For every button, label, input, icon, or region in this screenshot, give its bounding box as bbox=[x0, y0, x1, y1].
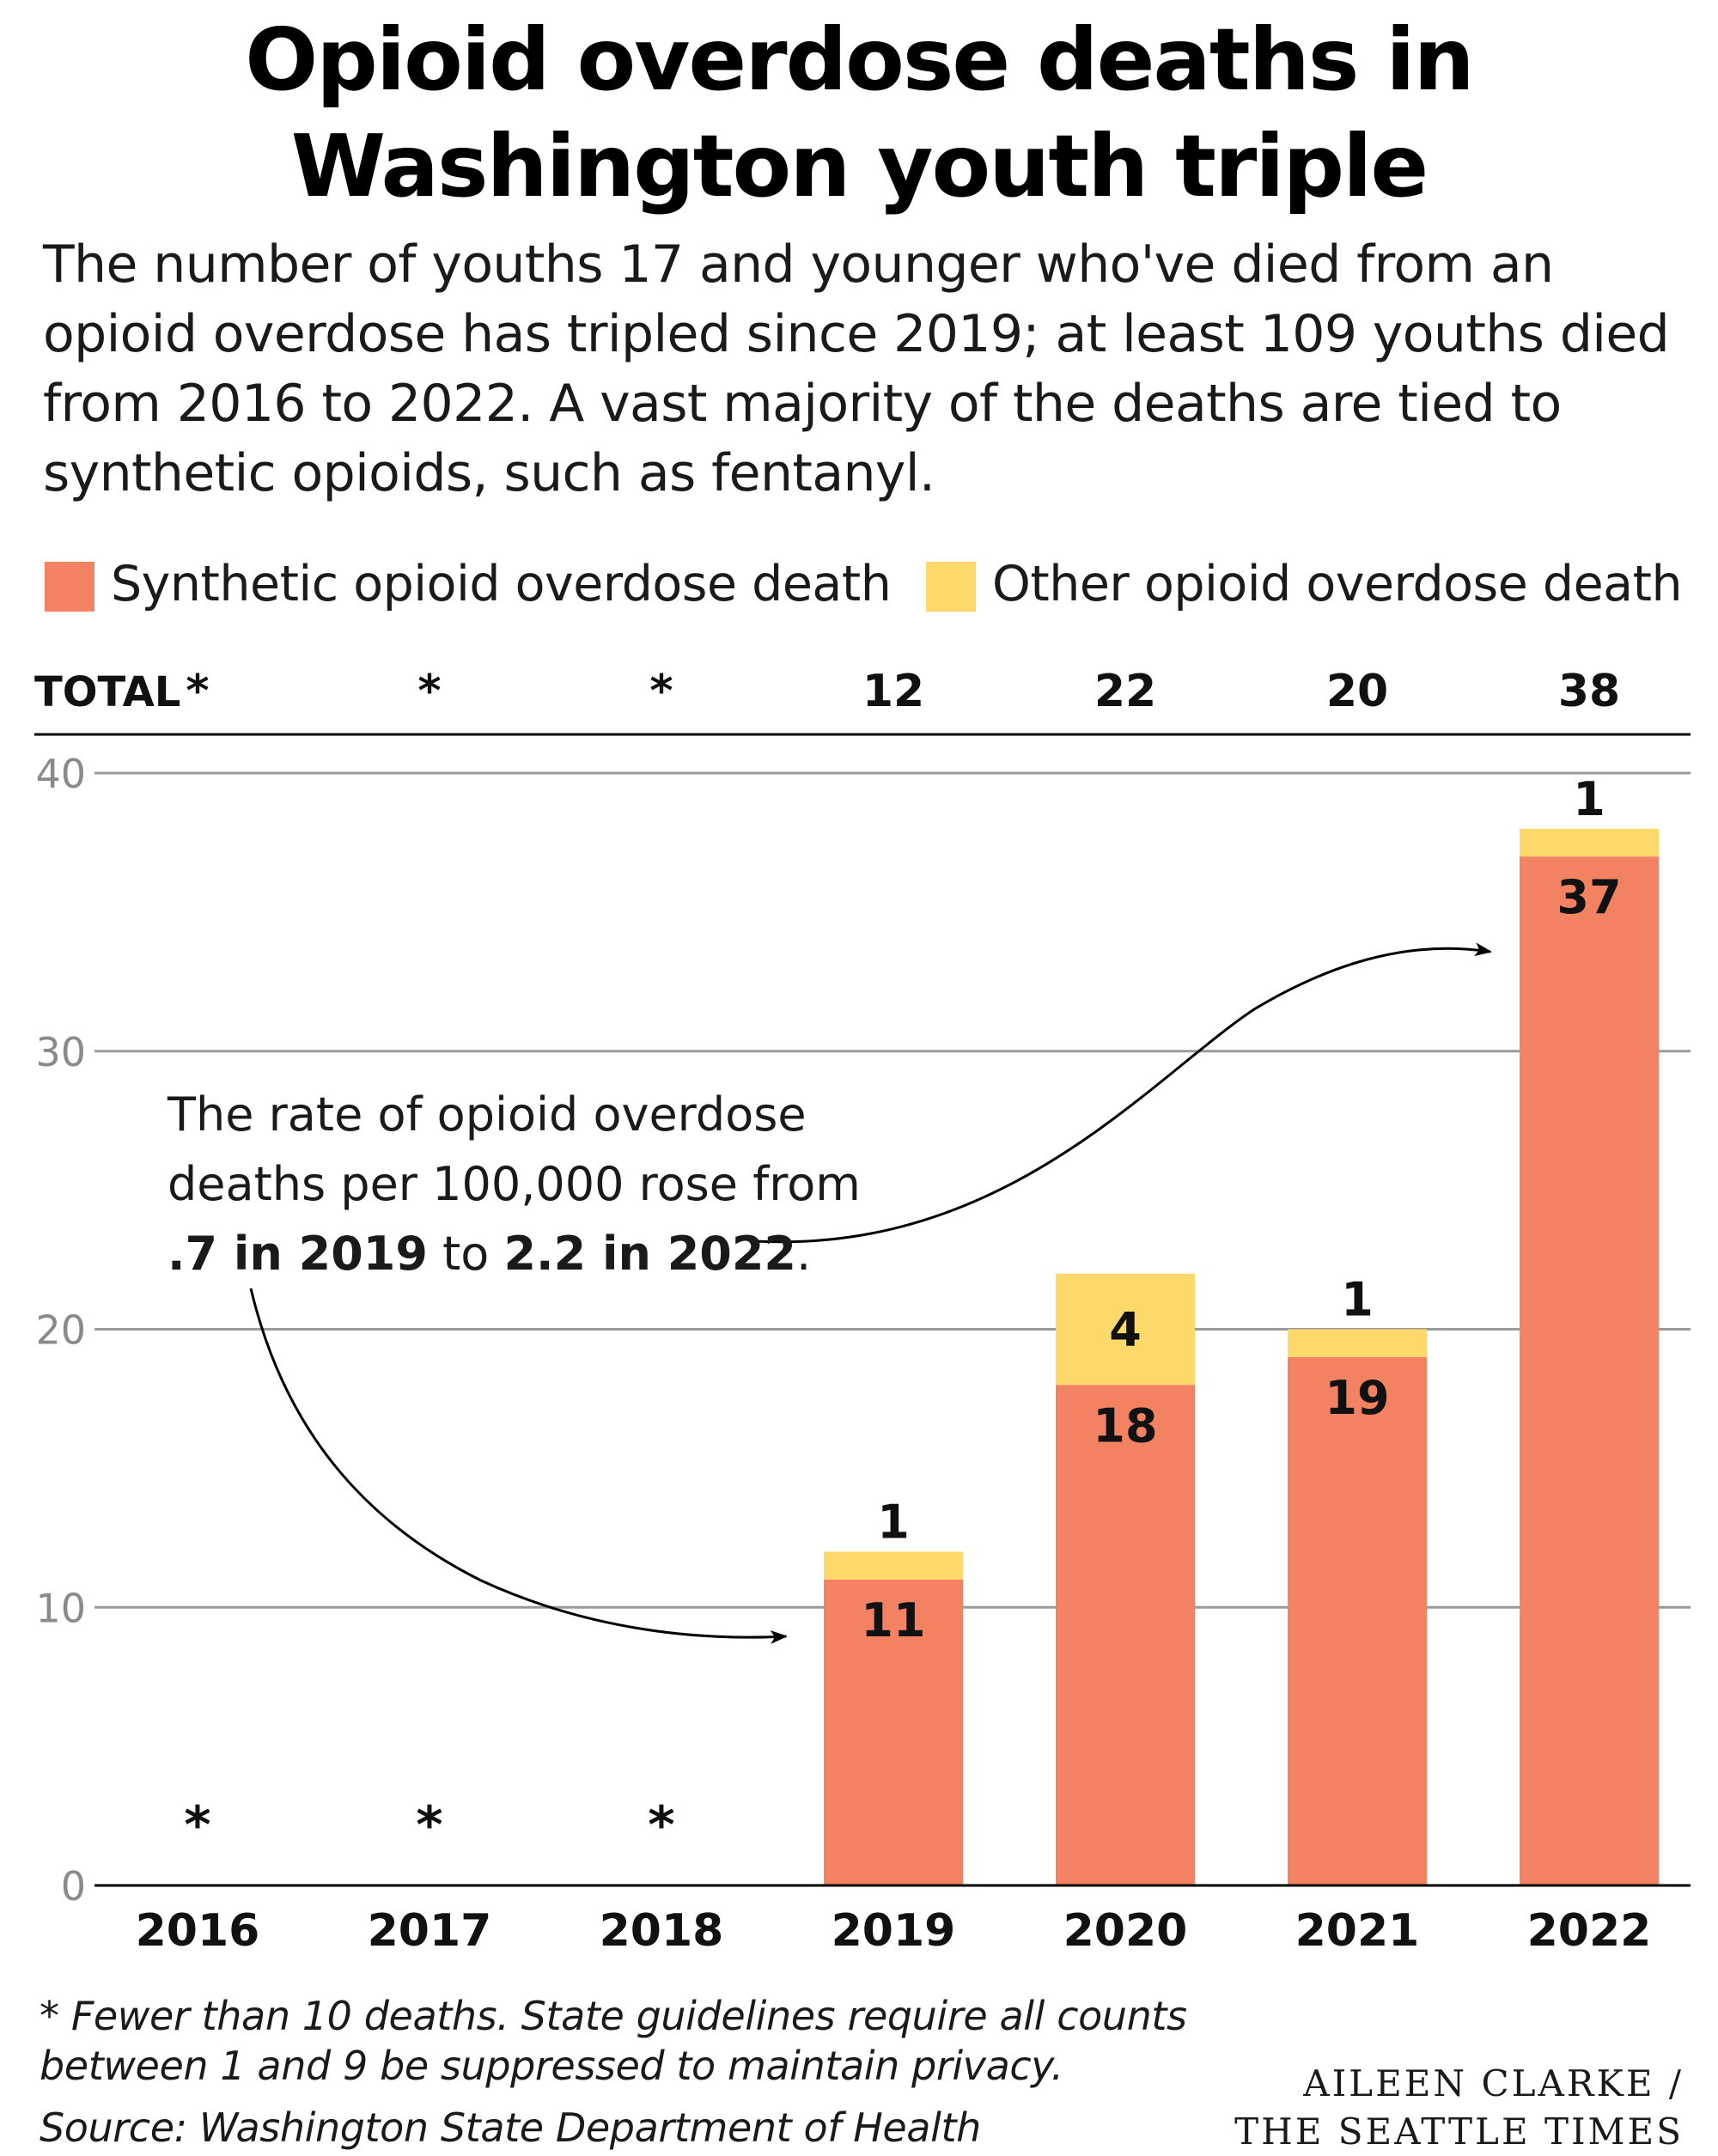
x-tick-label-2016: 2016 bbox=[136, 1905, 260, 1957]
suppressed-marker-2017: * bbox=[416, 1795, 442, 1855]
y-tick-label-40: 40 bbox=[35, 751, 86, 797]
y-tick-label-20: 20 bbox=[35, 1307, 86, 1354]
total-value-2016: * bbox=[186, 666, 209, 717]
chart-title: Opioid overdose deaths in Washington you… bbox=[0, 7, 1718, 220]
bar-other-2022 bbox=[1520, 828, 1659, 857]
chart-title-line-1: Opioid overdose deaths in bbox=[245, 9, 1474, 110]
annotation-period: . bbox=[796, 1227, 811, 1281]
bar-synthetic-2022 bbox=[1520, 856, 1659, 1885]
total-value-2019: 12 bbox=[862, 666, 924, 717]
total-value-2018: * bbox=[649, 666, 673, 717]
annotation-connector: to bbox=[428, 1227, 504, 1281]
source-note: Source: Washington State Department of H… bbox=[40, 2104, 981, 2151]
label-other-2019: 1 bbox=[877, 1495, 910, 1550]
total-value-2017: * bbox=[417, 666, 441, 717]
y-tick-label-30: 30 bbox=[35, 1029, 86, 1075]
label-synthetic-2020: 18 bbox=[1093, 1398, 1157, 1453]
x-tick-label-2018: 2018 bbox=[600, 1905, 724, 1957]
label-other-2020: 4 bbox=[1109, 1303, 1142, 1357]
total-value-2020: 22 bbox=[1094, 666, 1156, 717]
annotation-arrow-to-2022 bbox=[755, 942, 1492, 1244]
totals-row-label: TOTAL bbox=[34, 668, 180, 716]
total-value-2021: 20 bbox=[1326, 666, 1388, 717]
label-synthetic-2021: 19 bbox=[1325, 1371, 1389, 1425]
chart-subtitle: The number of youths 17 and younger who'… bbox=[43, 234, 1670, 503]
footnote: * Fewer than 10 deaths. State guidelines… bbox=[40, 1993, 1187, 2089]
y-tick-label-0: 0 bbox=[61, 1863, 86, 1909]
total-value-2022: 38 bbox=[1558, 666, 1620, 717]
x-tick-label-2019: 2019 bbox=[832, 1905, 956, 1957]
x-tick-label-2022: 2022 bbox=[1527, 1905, 1652, 1957]
label-other-2022: 1 bbox=[1573, 772, 1605, 826]
legend-label-other: Other opioid overdose death bbox=[992, 556, 1683, 612]
legend-swatch-other bbox=[926, 562, 976, 612]
annotation-line-1: The rate of opioid overdose bbox=[167, 1087, 807, 1142]
bars bbox=[824, 828, 1659, 1885]
legend-label-synthetic: Synthetic opioid overdose death bbox=[111, 556, 892, 612]
bar-other-2019 bbox=[824, 1551, 963, 1580]
bar-synthetic-2020 bbox=[1056, 1385, 1195, 1885]
label-other-2021: 1 bbox=[1341, 1273, 1374, 1327]
x-tick-label-2020: 2020 bbox=[1063, 1905, 1188, 1957]
label-synthetic-2019: 11 bbox=[861, 1593, 925, 1647]
bar-synthetic-2021 bbox=[1288, 1356, 1427, 1885]
credit: AILEEN CLARKE / THE SEATTLE TIMES bbox=[1234, 2060, 1684, 2156]
annotation-rate-2019: .7 in 2019 bbox=[168, 1227, 428, 1281]
credit-author: AILEEN CLARKE / bbox=[1303, 2062, 1684, 2104]
annotation-line-2: deaths per 100,000 rose from bbox=[168, 1157, 861, 1211]
bar-other-2021 bbox=[1288, 1329, 1427, 1357]
chart-title-line-2: Washington youth triple bbox=[290, 116, 1429, 216]
annotation-rate-2022: 2.2 in 2022 bbox=[503, 1227, 796, 1281]
annotation-line-3: .7 in 2019 to 2.2 in 2022. bbox=[168, 1227, 811, 1281]
bar-synthetic-2019 bbox=[824, 1579, 963, 1885]
bar-other-2020 bbox=[1056, 1273, 1195, 1386]
legend-swatch-synthetic bbox=[45, 562, 94, 612]
credit-publication: THE SEATTLE TIMES bbox=[1234, 2110, 1684, 2153]
y-tick-label-10: 10 bbox=[35, 1585, 86, 1631]
x-tick-label-2021: 2021 bbox=[1295, 1905, 1420, 1957]
suppressed-marker-2016: * bbox=[184, 1795, 210, 1855]
label-synthetic-2022: 37 bbox=[1557, 870, 1621, 924]
x-tick-label-2017: 2017 bbox=[368, 1905, 492, 1957]
suppressed-marker-2018: * bbox=[648, 1795, 674, 1855]
annotation-arrow-to-2019 bbox=[249, 1288, 788, 1644]
annotation: The rate of opioid overdose deaths per 1… bbox=[167, 942, 1492, 1644]
